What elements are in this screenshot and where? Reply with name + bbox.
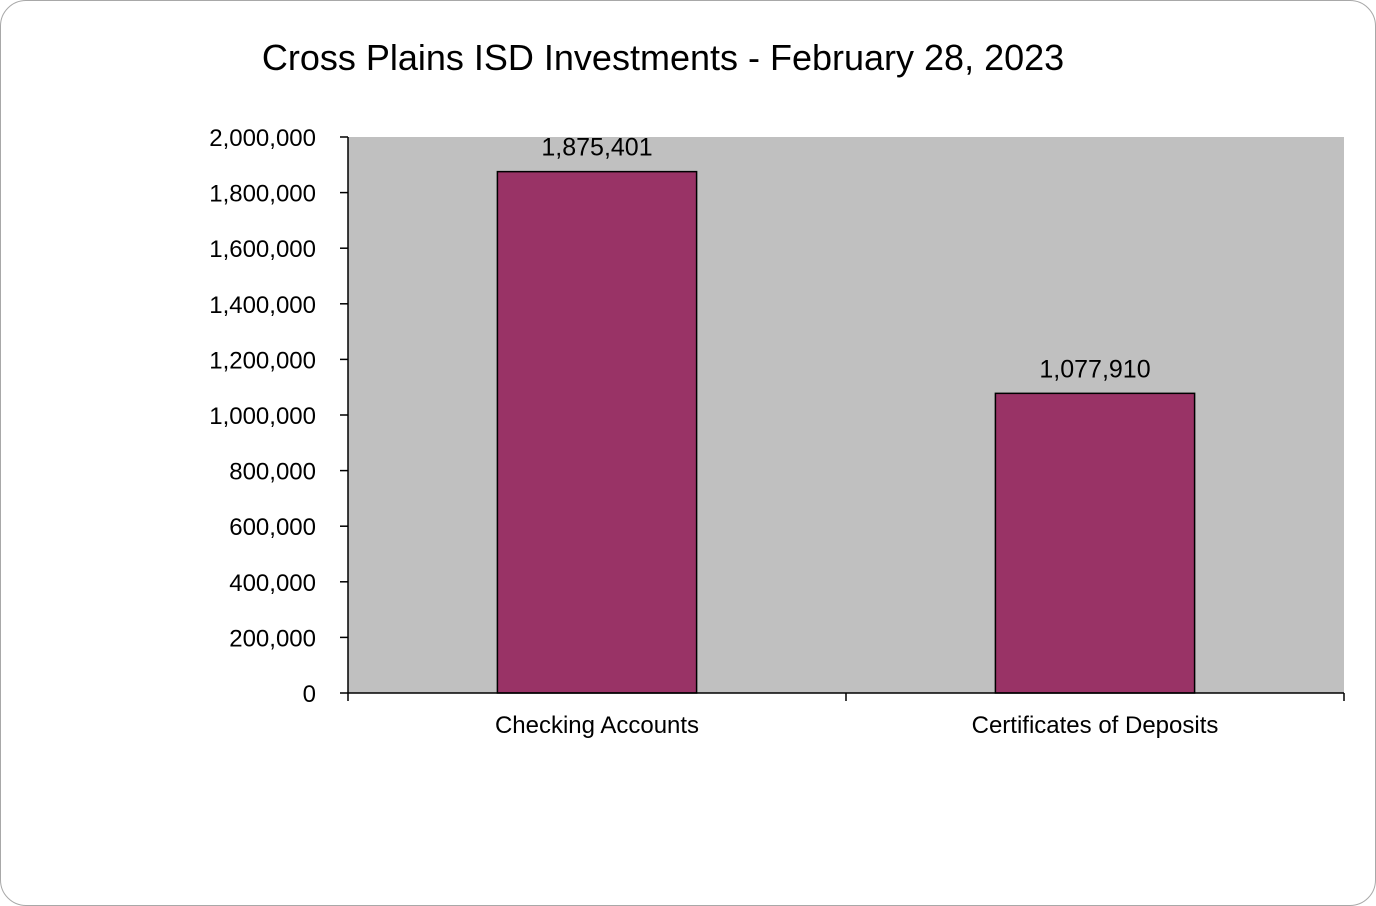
bar-0 [496, 170, 698, 694]
y-tick-label-1: 200,000 [229, 625, 316, 652]
data-label-0: 1,875,401 [541, 134, 652, 162]
chart-title: Cross Plains ISD Investments - February … [262, 37, 1064, 78]
labels-layer: 1,875,401 Checking Accounts 1,077,910 Certi… [209, 125, 1218, 739]
y-tick-label-4: 800,000 [229, 459, 316, 486]
bars-layer [496, 170, 1196, 694]
y-tick-label-5: 1,000,000 [209, 403, 316, 430]
y-tick-label-9: 1,800,000 [209, 181, 316, 208]
x-tick-label-0: Checking Accounts [495, 712, 699, 739]
data-label-1: 1,077,910 [1039, 355, 1150, 383]
bar-1 [994, 392, 1196, 694]
x-tick-label-1: Certificates of Deposits [972, 712, 1219, 739]
axes-layer [340, 136, 1345, 701]
y-tick-label-8: 1,600,000 [209, 236, 316, 263]
y-tick-label-3: 600,000 [229, 514, 316, 541]
y-tick-label-6: 1,200,000 [209, 347, 316, 374]
y-tick-label-0: 0 [303, 681, 316, 708]
y-tick-label-7: 1,400,000 [209, 292, 316, 319]
y-tick-label-2: 400,000 [229, 570, 316, 597]
y-tick-label-10: 2,000,000 [209, 125, 316, 152]
